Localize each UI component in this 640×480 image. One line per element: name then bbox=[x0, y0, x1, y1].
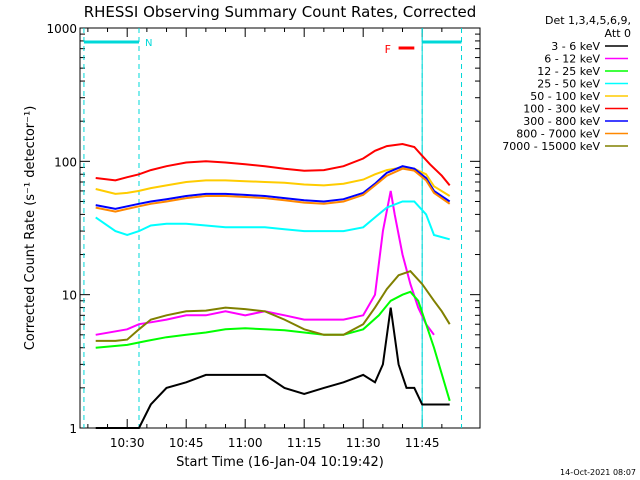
legend-entry-label: 12 - 25 keV bbox=[537, 65, 600, 78]
x-tick-label: 10:45 bbox=[169, 436, 204, 450]
legend-entry-label: 100 - 300 keV bbox=[523, 103, 600, 116]
legend-entry-label: 300 - 800 keV bbox=[523, 115, 600, 128]
plot-frame bbox=[79, 27, 481, 429]
legend-entry-label: 3 - 6 keV bbox=[551, 40, 600, 53]
y-axis-ticks: 1 10 100 1000 bbox=[46, 22, 480, 436]
series-line bbox=[95, 167, 451, 213]
y-tick-label: 1 bbox=[69, 422, 77, 436]
legend-entry-label: 7000 - 15000 keV bbox=[502, 140, 600, 153]
legend-header-line-1: Det 1,3,4,5,6,9, bbox=[545, 14, 631, 27]
flare-marker-label: F bbox=[385, 43, 391, 56]
series-line bbox=[95, 142, 451, 187]
y-tick-label: 10 bbox=[62, 289, 77, 303]
x-tick-label: 11:45 bbox=[405, 436, 440, 450]
legend-header-line-2: Att 0 bbox=[605, 27, 631, 40]
chart-title: RHESSI Observing Summary Count Rates, Co… bbox=[84, 3, 477, 21]
night-marker-label: N bbox=[145, 38, 152, 49]
legend-entry-label: 6 - 12 keV bbox=[544, 53, 600, 66]
x-axis-label: Start Time (16-Jan-04 10:19:42) bbox=[176, 455, 384, 470]
y-tick-label: 100 bbox=[54, 155, 77, 169]
x-tick-label: 11:15 bbox=[287, 436, 322, 450]
y-tick-label: 1000 bbox=[46, 22, 77, 36]
y-axis-label: Corrected Count Rate (s⁻¹ detector⁻¹) bbox=[23, 106, 38, 351]
x-tick-label: 11:30 bbox=[346, 436, 381, 450]
series-line bbox=[95, 270, 451, 342]
series-line bbox=[95, 307, 450, 429]
legend-entry-label: 25 - 50 keV bbox=[537, 78, 600, 91]
x-tick-label: 10:30 bbox=[110, 436, 145, 450]
series-line bbox=[95, 165, 451, 210]
generation-stamp: 14-Oct-2021 08:07 bbox=[560, 468, 636, 477]
series-line bbox=[95, 200, 450, 241]
x-tick-label: 11:00 bbox=[228, 436, 263, 450]
legend-entry-label: 50 - 100 keV bbox=[530, 90, 600, 103]
legend-entry-label: 800 - 7000 keV bbox=[516, 128, 600, 141]
series-line bbox=[95, 190, 435, 336]
series-lines bbox=[95, 142, 451, 429]
series-line bbox=[95, 290, 451, 402]
x-axis-ticks: 10:30 10:45 11:00 11:15 11:30 11:45 bbox=[87, 28, 463, 450]
